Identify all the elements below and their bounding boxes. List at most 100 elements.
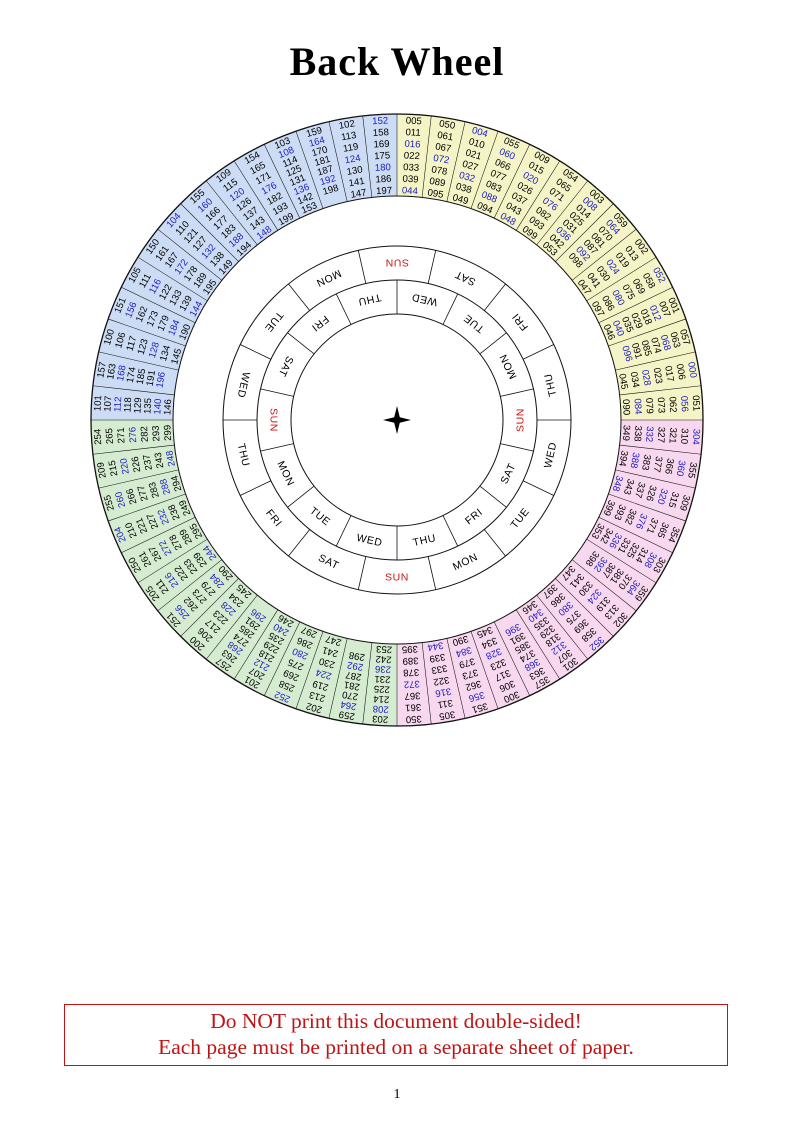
year-label: 395 [402, 643, 419, 655]
year-label: 215 [107, 459, 121, 477]
year-label: 362 [464, 678, 482, 693]
year-label: 021 [464, 147, 482, 162]
year-label: 299 [162, 425, 174, 442]
year-label: 197 [376, 185, 393, 197]
year-label: 023 [651, 367, 665, 385]
year-label: 140 [152, 398, 164, 415]
sector-divider [536, 180, 589, 246]
sector-divider [515, 160, 561, 231]
sector-divider [233, 609, 279, 680]
back-wheel: 005 011 016 022 033 039 044 050 061 067 072 078 089 0… [77, 100, 717, 740]
year-label: 010 [467, 136, 485, 151]
year-label: 049 [451, 192, 469, 207]
year-label: 168 [115, 364, 129, 382]
year-label: 063 [667, 331, 682, 349]
year-label: 175 [374, 150, 391, 162]
year-sector [264, 621, 348, 719]
day-divider [522, 480, 554, 496]
sector-divider [121, 286, 196, 324]
wheel-ring [172, 195, 622, 645]
year-label: 326 [643, 484, 658, 502]
sector-divider [446, 121, 466, 202]
day-label-inner: SUN [267, 408, 279, 432]
year-label: 164 [308, 134, 327, 149]
year-sector [446, 121, 530, 219]
year-label: 304 [690, 428, 702, 445]
year-label: 351 [471, 700, 489, 715]
year-label: 033 [403, 162, 420, 174]
year-label: 309 [677, 494, 692, 512]
year-label: 388 [628, 452, 642, 470]
year-label: 017 [662, 365, 676, 383]
year-label: 242 [375, 653, 392, 665]
sector-divider [586, 256, 657, 302]
year-label: 022 [404, 150, 421, 162]
year-label: 282 [139, 426, 151, 443]
sector-divider [515, 609, 561, 680]
sector-divider [493, 144, 531, 219]
warning-line-1: Do NOT print this document double-sided! [210, 1009, 582, 1033]
sector-divider [295, 631, 324, 709]
year-label: 038 [454, 181, 472, 196]
year-label: 383 [639, 453, 653, 471]
year-label: 062 [666, 396, 678, 413]
year-label: 061 [436, 130, 454, 144]
day-divider [427, 250, 437, 284]
sector-divider [608, 493, 686, 522]
day-divider [442, 293, 459, 325]
year-sector [494, 595, 588, 696]
wheel-ring [290, 313, 504, 527]
year-sector [572, 517, 673, 611]
year-sector [598, 287, 696, 371]
year-label: 004 [471, 125, 490, 140]
sector-divider [137, 256, 208, 302]
year-label: 145 [169, 347, 184, 365]
sector-divider [157, 559, 223, 612]
day-label-outer: SAT [316, 552, 341, 572]
day-divider [522, 344, 554, 360]
year-label: 089 [429, 176, 447, 190]
year-label: 332 [643, 426, 655, 443]
day-label-inner: SAT [276, 354, 296, 379]
year-label: 180 [375, 162, 392, 174]
day-divider [335, 293, 352, 325]
year-label: 225 [374, 683, 391, 695]
year-label: 311 [437, 697, 454, 710]
year-label: 056 [678, 396, 690, 413]
year-label: 123 [136, 338, 151, 356]
year-label: 281 [343, 679, 361, 693]
day-divider [500, 443, 534, 452]
year-label: 293 [151, 425, 163, 442]
year-label: 045 [616, 373, 630, 391]
year-label: 271 [116, 427, 128, 444]
day-label-outer: FRI [510, 311, 531, 333]
year-label: 338 [632, 425, 644, 442]
warning-line-2: Each page must be printed on a separate … [158, 1035, 634, 1059]
sector-divider [493, 621, 531, 696]
year-label: 315 [666, 490, 681, 508]
year-label: 288 [158, 477, 173, 495]
day-label-inner: MON [497, 352, 519, 381]
year-label: 253 [376, 643, 393, 655]
year-label: 377 [651, 455, 665, 473]
sector-divider [263, 144, 301, 219]
day-divider [357, 250, 367, 284]
day-divider [335, 515, 352, 547]
year-label: 039 [402, 174, 419, 186]
day-divider [288, 529, 311, 557]
year-label: 344 [426, 639, 444, 653]
day-divider [260, 388, 294, 397]
day-label-outer: WED [542, 441, 560, 469]
year-label: 112 [112, 396, 124, 412]
year-sector [98, 469, 196, 553]
sector-divider [328, 638, 348, 719]
year-label: 343 [621, 477, 636, 495]
year-label: 107 [102, 395, 114, 412]
day-label-inner: TUE [307, 505, 332, 529]
year-sector [206, 144, 300, 245]
sector-divider [619, 444, 702, 455]
year-sector [121, 517, 222, 611]
year-label: 185 [135, 368, 149, 386]
day-label-inner: SAT [498, 461, 518, 486]
year-label: 198 [322, 183, 340, 198]
